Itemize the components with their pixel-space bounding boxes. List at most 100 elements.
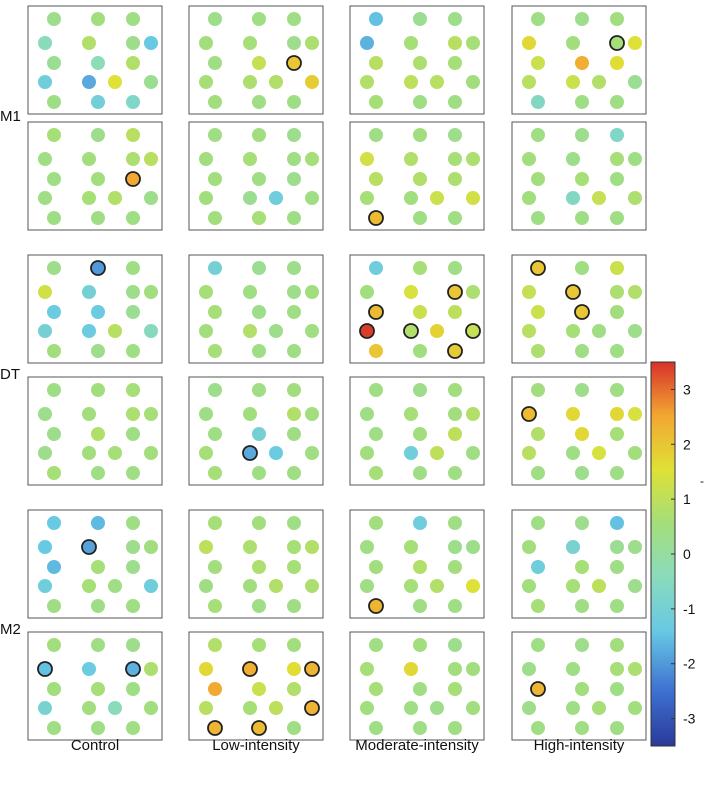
channel-dot bbox=[610, 152, 624, 166]
channel-dot bbox=[242, 445, 258, 461]
channel-dot bbox=[448, 466, 462, 480]
channel-dot bbox=[287, 128, 301, 142]
channel-dot bbox=[243, 191, 257, 205]
channel-dot bbox=[91, 211, 105, 225]
channel-dot bbox=[126, 211, 140, 225]
channel-dot bbox=[610, 211, 624, 225]
channel-dot bbox=[522, 579, 536, 593]
channel-dot bbox=[574, 304, 590, 320]
channel-dot bbox=[531, 599, 545, 613]
channel-dot bbox=[413, 172, 427, 186]
channel-dot bbox=[413, 261, 427, 275]
channel-dot bbox=[466, 446, 480, 460]
channel-dot bbox=[430, 191, 444, 205]
channel-dot bbox=[430, 446, 444, 460]
map-panel bbox=[188, 631, 324, 741]
channel-dot bbox=[368, 598, 384, 614]
channel-dot bbox=[413, 344, 427, 358]
channel-dot bbox=[448, 427, 462, 441]
channel-dot bbox=[609, 35, 625, 51]
channel-dot bbox=[628, 701, 642, 715]
channel-dot bbox=[47, 427, 61, 441]
channel-dot bbox=[208, 638, 222, 652]
channel-dot bbox=[269, 324, 283, 338]
channel-dot bbox=[404, 540, 418, 554]
channel-dot bbox=[287, 599, 301, 613]
channel-dot bbox=[199, 75, 213, 89]
channel-dot bbox=[466, 152, 480, 166]
channel-dot bbox=[413, 466, 427, 480]
channel-dot bbox=[404, 191, 418, 205]
channel-dot bbox=[360, 191, 374, 205]
channel-dot bbox=[252, 383, 266, 397]
map-panel bbox=[27, 254, 163, 364]
channel-dot bbox=[199, 446, 213, 460]
channel-dot bbox=[404, 285, 418, 299]
channel-dot bbox=[82, 285, 96, 299]
colorbar-tick-label: -1 bbox=[683, 601, 696, 617]
channel-dot bbox=[208, 682, 222, 696]
channel-dot bbox=[522, 446, 536, 460]
channel-dot bbox=[82, 407, 96, 421]
channel-dot bbox=[531, 427, 545, 441]
channel-dot bbox=[38, 36, 52, 50]
channel-dot bbox=[466, 285, 480, 299]
map-panel bbox=[511, 5, 647, 115]
channel-dot bbox=[566, 75, 580, 89]
channel-dot bbox=[628, 152, 642, 166]
channel-dot bbox=[199, 662, 213, 676]
channel-dot bbox=[91, 344, 105, 358]
channel-dot bbox=[530, 260, 546, 276]
channel-dot bbox=[91, 95, 105, 109]
channel-dot bbox=[144, 407, 158, 421]
channel-dot bbox=[287, 285, 301, 299]
channel-dot bbox=[243, 407, 257, 421]
channel-dot bbox=[466, 191, 480, 205]
channel-dot bbox=[199, 540, 213, 554]
map-panel bbox=[349, 254, 485, 364]
channel-dot bbox=[448, 599, 462, 613]
channel-dot bbox=[144, 662, 158, 676]
channel-dot bbox=[108, 579, 122, 593]
channel-dot bbox=[126, 128, 140, 142]
row-group-label-dt: DT bbox=[0, 366, 20, 383]
channel-dot bbox=[108, 324, 122, 338]
channel-dot bbox=[610, 12, 624, 26]
channel-dot bbox=[521, 406, 537, 422]
channel-dot bbox=[144, 75, 158, 89]
channel-dot bbox=[287, 152, 301, 166]
channel-dot bbox=[575, 682, 589, 696]
channel-dot bbox=[82, 36, 96, 50]
channel-dot bbox=[530, 681, 546, 697]
channel-dot bbox=[566, 662, 580, 676]
channel-dot bbox=[466, 36, 480, 50]
channel-dot bbox=[126, 261, 140, 275]
channel-dot bbox=[269, 701, 283, 715]
channel-dot bbox=[208, 516, 222, 530]
channel-dot bbox=[108, 75, 122, 89]
channel-dot bbox=[448, 152, 462, 166]
channel-dot bbox=[208, 211, 222, 225]
channel-dot bbox=[243, 701, 257, 715]
map-panel bbox=[27, 376, 163, 486]
channel-dot bbox=[628, 36, 642, 50]
channel-dot bbox=[448, 36, 462, 50]
channel-dot bbox=[466, 540, 480, 554]
channel-dot bbox=[126, 344, 140, 358]
map-panel bbox=[349, 631, 485, 741]
channel-dot bbox=[369, 12, 383, 26]
channel-dot bbox=[38, 579, 52, 593]
column-label-moderate-intensity: Moderate-intensity bbox=[355, 737, 479, 754]
channel-dot bbox=[91, 516, 105, 530]
channel-dot bbox=[404, 579, 418, 593]
channel-dot bbox=[126, 12, 140, 26]
channel-dot bbox=[575, 466, 589, 480]
channel-dot bbox=[126, 516, 140, 530]
channel-dot bbox=[430, 701, 444, 715]
channel-dot bbox=[269, 446, 283, 460]
channel-dot bbox=[252, 56, 266, 70]
channel-dot bbox=[610, 599, 624, 613]
channel-dot bbox=[466, 701, 480, 715]
map-panel bbox=[511, 254, 647, 364]
channel-dot bbox=[522, 701, 536, 715]
